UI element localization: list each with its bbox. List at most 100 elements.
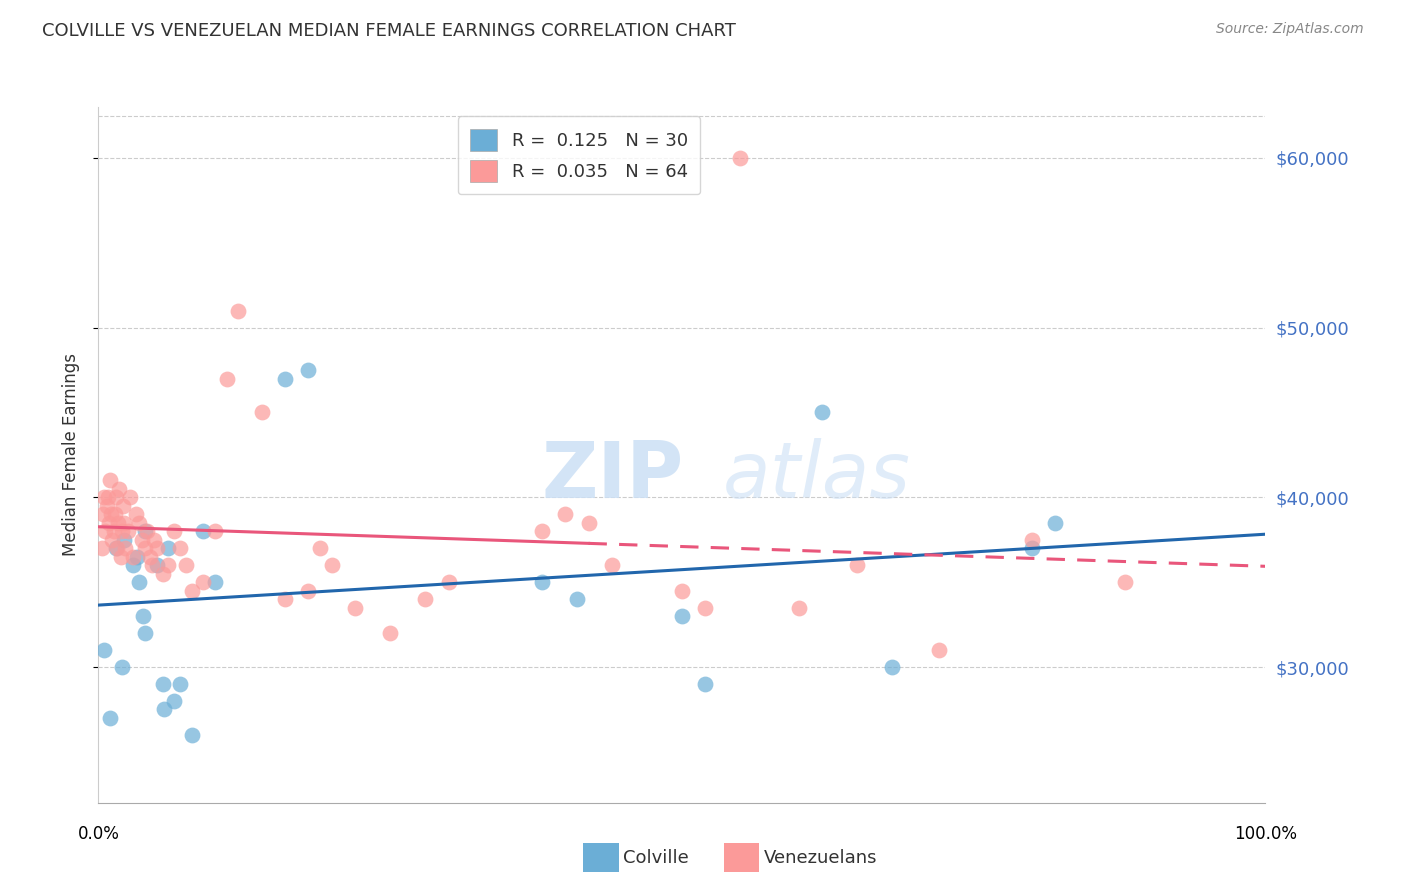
Point: [146, 558, 169, 573]
Point: [101, 533, 124, 547]
Point: [118, 491, 141, 505]
Point: [1045, 516, 1067, 530]
Text: Source: ZipAtlas.com: Source: ZipAtlas.com: [1216, 22, 1364, 37]
Point: [297, 363, 319, 377]
Point: [128, 516, 150, 530]
Legend: R =  0.125   N = 30, R =  0.035   N = 64: R = 0.125 N = 30, R = 0.035 N = 64: [457, 116, 700, 194]
Point: [134, 541, 156, 556]
Point: [122, 558, 145, 573]
Point: [169, 541, 191, 556]
Point: [132, 609, 155, 624]
Text: ZIP: ZIP: [541, 438, 685, 514]
Point: [193, 575, 215, 590]
Point: [104, 491, 127, 505]
Point: [274, 592, 297, 607]
Point: [152, 566, 174, 581]
Text: 100.0%: 100.0%: [1234, 825, 1296, 843]
Point: [321, 558, 343, 573]
Point: [1114, 575, 1136, 590]
Text: 0.0%: 0.0%: [77, 825, 120, 843]
Point: [671, 583, 693, 598]
Point: [193, 524, 215, 539]
Point: [180, 583, 202, 598]
Point: [928, 643, 950, 657]
Point: [695, 600, 717, 615]
Point: [1021, 541, 1043, 556]
Point: [204, 575, 226, 590]
Point: [530, 575, 553, 590]
Point: [180, 728, 202, 742]
Text: atlas: atlas: [723, 438, 911, 514]
Point: [250, 405, 273, 419]
Point: [105, 541, 128, 556]
Point: [274, 371, 297, 385]
Point: [131, 533, 153, 547]
Point: [117, 524, 139, 539]
Point: [108, 482, 131, 496]
Point: [204, 524, 226, 539]
Point: [344, 600, 367, 615]
Point: [134, 626, 156, 640]
Point: [169, 677, 191, 691]
Point: [90, 541, 112, 556]
Point: [163, 694, 186, 708]
Point: [98, 474, 121, 488]
Text: Venezuelans: Venezuelans: [763, 849, 877, 867]
Point: [730, 151, 752, 165]
Point: [91, 508, 114, 522]
Point: [163, 524, 186, 539]
Point: [600, 558, 623, 573]
Point: [378, 626, 402, 640]
Point: [157, 541, 180, 556]
Point: [530, 524, 553, 539]
Point: [811, 405, 834, 419]
Point: [97, 516, 120, 530]
Point: [96, 499, 118, 513]
Point: [787, 600, 810, 615]
Y-axis label: Median Female Earnings: Median Female Earnings: [62, 353, 80, 557]
Point: [100, 508, 122, 522]
Text: Colville: Colville: [623, 849, 689, 867]
Point: [215, 371, 238, 385]
Point: [1021, 533, 1043, 547]
Point: [112, 516, 135, 530]
Point: [152, 677, 174, 691]
Point: [107, 516, 129, 530]
Point: [103, 524, 125, 539]
Point: [111, 660, 134, 674]
Point: [152, 702, 174, 716]
Point: [122, 549, 145, 564]
Point: [695, 677, 717, 691]
Point: [111, 499, 134, 513]
Point: [146, 541, 169, 556]
Point: [309, 541, 332, 556]
Point: [98, 711, 121, 725]
Point: [93, 643, 115, 657]
Point: [114, 541, 136, 556]
Point: [94, 524, 117, 539]
Text: COLVILLE VS VENEZUELAN MEDIAN FEMALE EARNINGS CORRELATION CHART: COLVILLE VS VENEZUELAN MEDIAN FEMALE EAR…: [42, 22, 737, 40]
Point: [111, 524, 134, 539]
Point: [104, 508, 127, 522]
Point: [554, 508, 576, 522]
Point: [174, 558, 197, 573]
Point: [228, 303, 250, 318]
Point: [128, 575, 150, 590]
Point: [139, 549, 162, 564]
Point: [125, 549, 148, 564]
Point: [134, 524, 156, 539]
Point: [578, 516, 600, 530]
Point: [110, 549, 132, 564]
Point: [157, 558, 180, 573]
Point: [136, 524, 159, 539]
Point: [846, 558, 869, 573]
Point: [297, 583, 319, 598]
Point: [125, 508, 148, 522]
Point: [104, 541, 127, 556]
Point: [97, 491, 120, 505]
Point: [437, 575, 460, 590]
Point: [880, 660, 903, 674]
Point: [93, 491, 115, 505]
Point: [143, 533, 166, 547]
Point: [141, 558, 163, 573]
